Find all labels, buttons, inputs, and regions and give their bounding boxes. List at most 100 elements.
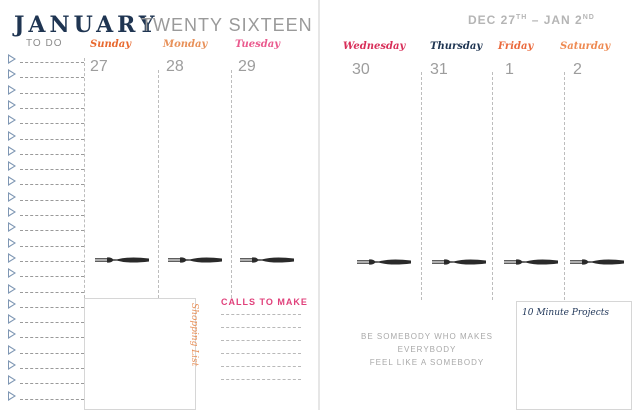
call-line[interactable] — [221, 366, 301, 367]
range-start: DEC 27 — [468, 13, 517, 27]
call-line[interactable] — [221, 327, 301, 328]
column-divider — [564, 72, 565, 300]
call-line[interactable] — [221, 379, 301, 380]
column-divider — [158, 70, 159, 298]
todo-item[interactable] — [8, 268, 84, 282]
todo-line[interactable] — [20, 92, 84, 94]
todo-line[interactable] — [20, 199, 84, 201]
todo-line[interactable] — [20, 153, 84, 155]
triangle-icon — [8, 69, 16, 80]
range-separator: – — [527, 13, 544, 27]
triangle-icon — [8, 329, 16, 340]
todo-item[interactable] — [8, 84, 84, 99]
notes-box[interactable] — [84, 298, 196, 410]
todo-item[interactable] — [8, 390, 84, 405]
triangle-icon — [8, 237, 16, 248]
todo-line[interactable] — [20, 77, 84, 79]
projects-box[interactable] — [516, 301, 632, 410]
todo-line[interactable] — [20, 352, 84, 354]
todo-item[interactable] — [8, 69, 84, 83]
day-number-thursday: 31 — [430, 61, 448, 78]
todo-line[interactable] — [20, 276, 84, 278]
column-divider — [231, 70, 232, 298]
todo-header: TO DO — [26, 38, 63, 49]
todo-line[interactable] — [20, 383, 84, 385]
todo-line[interactable] — [20, 62, 84, 63]
todo-item[interactable] — [8, 329, 84, 343]
day-number-friday: 1 — [505, 61, 514, 78]
triangle-icon — [8, 207, 16, 217]
todo-item[interactable] — [8, 191, 84, 206]
todo-line[interactable] — [20, 337, 84, 339]
triangle-icon — [8, 268, 16, 279]
todo-line[interactable] — [20, 306, 84, 308]
todo-item[interactable] — [8, 207, 84, 221]
todo-line[interactable] — [20, 260, 84, 262]
day-number-wednesday: 30 — [352, 61, 370, 78]
range-start-suffix: TH — [516, 14, 528, 21]
todo-item[interactable] — [8, 237, 84, 252]
column-divider — [492, 72, 493, 300]
ten-minute-projects-title: 10 Minute Projects — [522, 308, 609, 318]
todo-line[interactable] — [20, 322, 84, 324]
triangle-icon — [8, 161, 16, 172]
todo-line[interactable] — [20, 107, 84, 109]
week-range: DEC 27TH – JAN 2ND — [468, 13, 595, 27]
day-number-monday: 28 — [166, 58, 184, 75]
range-end-suffix: ND — [582, 14, 595, 21]
day-name-friday: Friday — [498, 41, 534, 52]
fork-icon — [570, 259, 624, 265]
todo-line[interactable] — [20, 123, 84, 125]
call-line[interactable] — [221, 353, 301, 354]
triangle-icon — [8, 252, 16, 263]
todo-line[interactable] — [20, 368, 84, 369]
todo-item[interactable] — [8, 283, 84, 298]
todo-item[interactable] — [8, 115, 84, 129]
page-spine — [318, 0, 320, 410]
triangle-icon — [8, 222, 16, 233]
triangle-icon — [8, 360, 16, 370]
todo-item[interactable] — [8, 344, 84, 359]
todo-item[interactable] — [8, 298, 84, 313]
todo-line[interactable] — [20, 245, 84, 247]
todo-item[interactable] — [8, 161, 84, 175]
todo-item[interactable] — [8, 360, 84, 374]
triangle-icon — [8, 145, 16, 156]
triangle-icon — [8, 191, 16, 202]
fork-icon — [240, 257, 294, 263]
todo-item[interactable] — [8, 252, 84, 267]
triangle-icon — [8, 283, 16, 294]
triangle-icon — [8, 115, 16, 126]
triangle-icon — [8, 99, 16, 110]
todo-item[interactable] — [8, 314, 84, 328]
fork-icon — [432, 259, 486, 265]
call-line[interactable] — [221, 314, 301, 315]
day-name-sunday: Sunday — [90, 39, 132, 50]
triangle-icon — [8, 344, 16, 355]
day-name-thursday: Thursday — [430, 41, 483, 52]
quote-line-1: BE SOMEBODY WHO MAKES EVERYBODY — [361, 332, 493, 354]
todo-item[interactable] — [8, 375, 84, 389]
todo-line[interactable] — [20, 291, 84, 293]
todo-item[interactable] — [8, 99, 84, 114]
column-divider — [84, 58, 85, 298]
triangle-icon — [8, 298, 16, 309]
todo-line[interactable] — [20, 138, 84, 140]
range-end: JAN 2 — [543, 13, 583, 27]
todo-line[interactable] — [20, 230, 84, 232]
todo-line[interactable] — [20, 169, 84, 171]
todo-item[interactable] — [8, 130, 84, 145]
todo-line[interactable] — [20, 215, 84, 216]
todo-line[interactable] — [20, 184, 84, 186]
todo-item[interactable] — [8, 222, 84, 236]
triangle-icon — [8, 130, 16, 141]
todo-line[interactable] — [20, 398, 84, 400]
triangle-icon — [8, 390, 16, 401]
todo-item[interactable] — [8, 145, 84, 160]
call-line[interactable] — [221, 340, 301, 341]
triangle-icon — [8, 176, 16, 187]
shopping-list-title: Shopping List — [189, 303, 199, 367]
todo-item[interactable] — [8, 176, 84, 190]
todo-item[interactable] — [8, 54, 84, 68]
